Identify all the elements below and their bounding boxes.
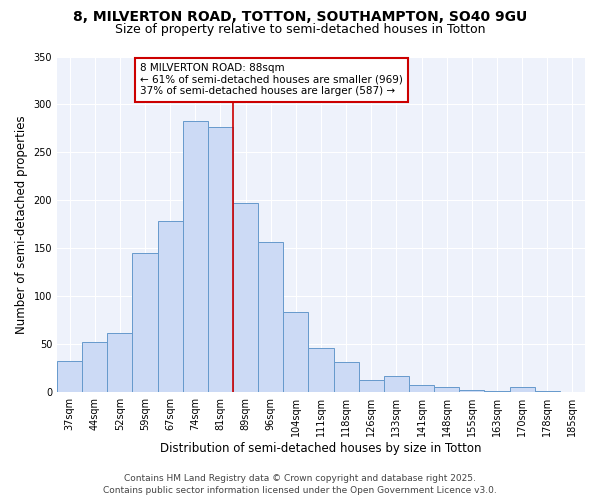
Text: Contains HM Land Registry data © Crown copyright and database right 2025.
Contai: Contains HM Land Registry data © Crown c… — [103, 474, 497, 495]
Bar — [308, 348, 334, 392]
Bar — [158, 222, 183, 392]
Text: 8, MILVERTON ROAD, TOTTON, SOUTHAMPTON, SO40 9GU: 8, MILVERTON ROAD, TOTTON, SOUTHAMPTON, … — [73, 10, 527, 24]
Bar — [283, 312, 308, 392]
Bar — [233, 204, 258, 392]
Bar — [208, 126, 233, 392]
Bar — [334, 362, 359, 392]
Bar — [133, 253, 158, 392]
Bar — [409, 384, 434, 392]
Bar — [57, 360, 82, 392]
Bar — [459, 390, 484, 392]
X-axis label: Distribution of semi-detached houses by size in Totton: Distribution of semi-detached houses by … — [160, 442, 482, 455]
Bar — [384, 376, 409, 392]
Bar — [484, 391, 509, 392]
Bar — [82, 342, 107, 392]
Bar — [258, 242, 283, 392]
Bar — [509, 388, 535, 392]
Text: 8 MILVERTON ROAD: 88sqm
← 61% of semi-detached houses are smaller (969)
37% of s: 8 MILVERTON ROAD: 88sqm ← 61% of semi-de… — [140, 63, 403, 96]
Bar — [535, 391, 560, 392]
Text: Size of property relative to semi-detached houses in Totton: Size of property relative to semi-detach… — [115, 22, 485, 36]
Bar — [359, 380, 384, 392]
Bar — [183, 121, 208, 392]
Bar — [107, 332, 133, 392]
Y-axis label: Number of semi-detached properties: Number of semi-detached properties — [15, 115, 28, 334]
Bar — [434, 388, 459, 392]
